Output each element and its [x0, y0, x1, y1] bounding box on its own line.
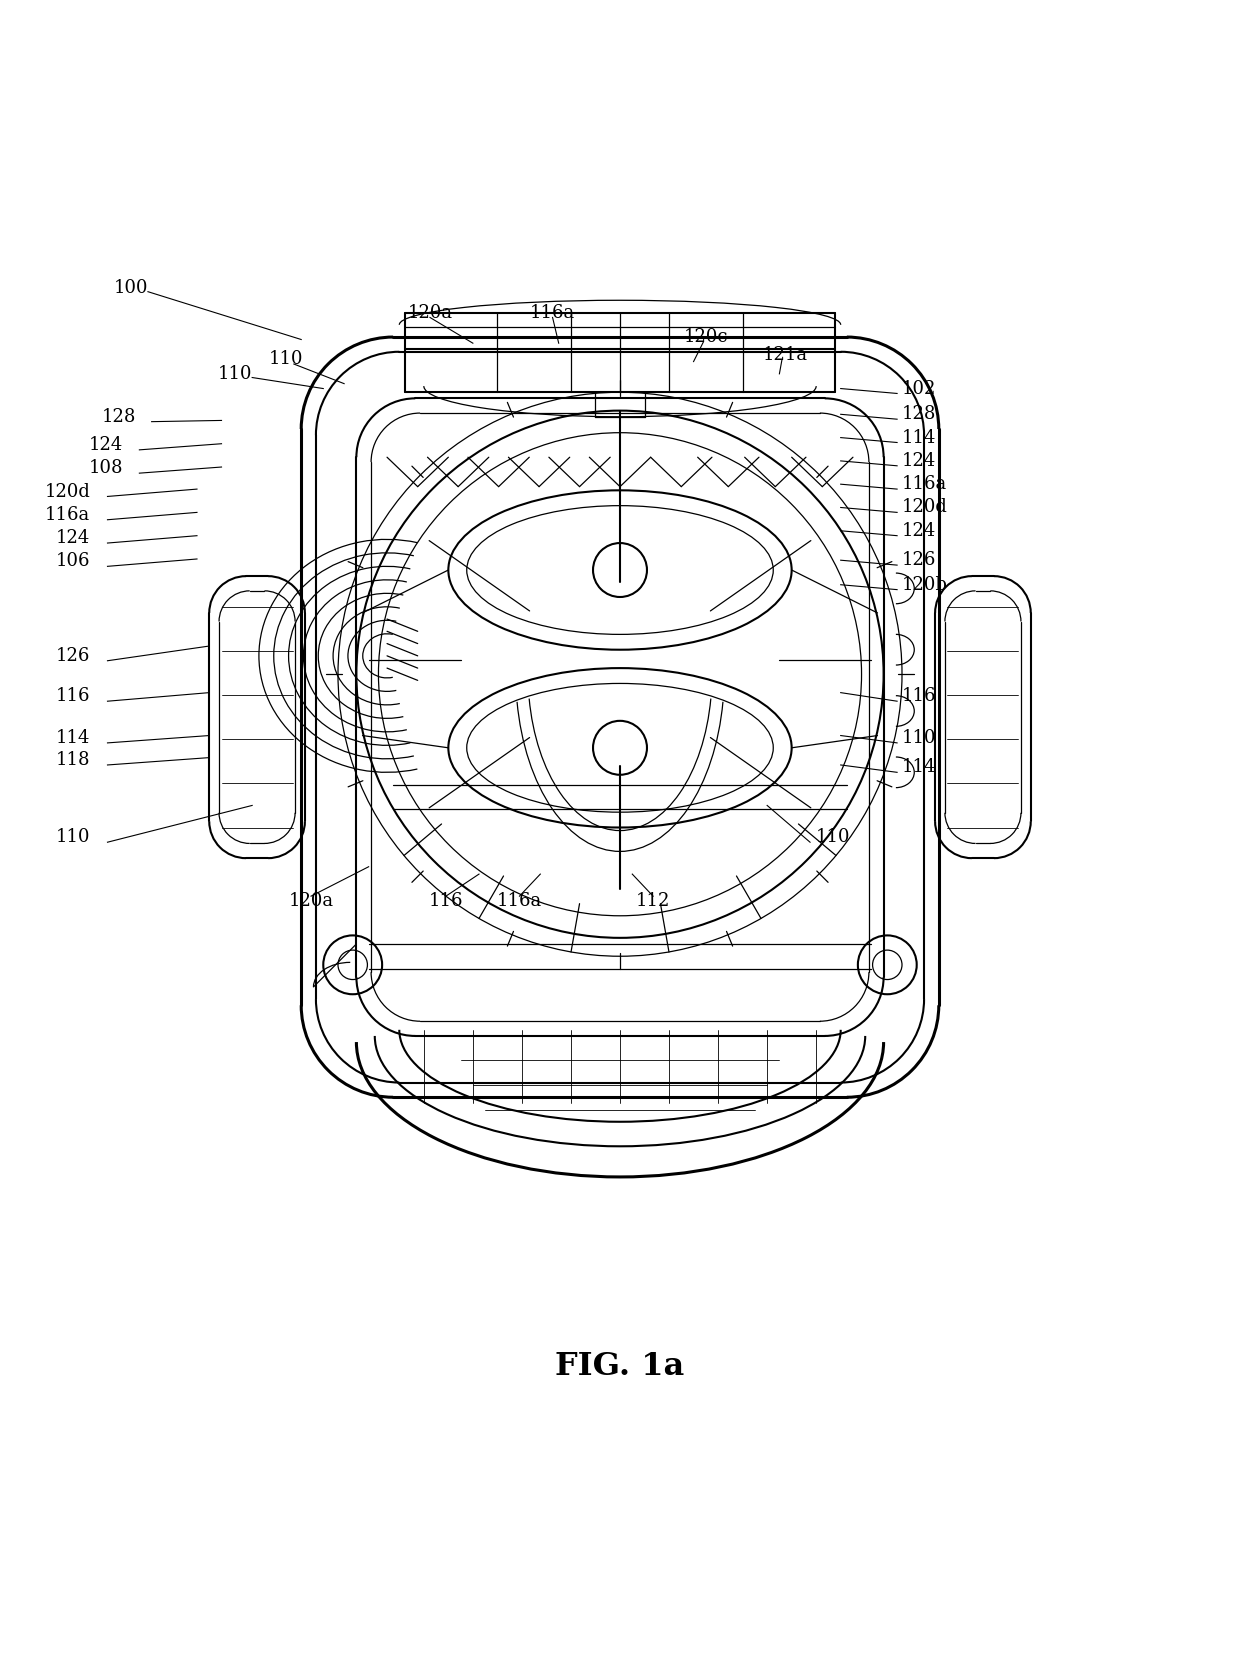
Text: 110: 110: [218, 364, 252, 382]
Text: 106: 106: [56, 553, 91, 571]
Text: 120d: 120d: [45, 483, 91, 500]
Text: 116a: 116a: [529, 303, 575, 321]
Text: 121a: 121a: [763, 346, 808, 364]
Text: 114: 114: [901, 758, 936, 776]
Text: 102: 102: [901, 379, 936, 397]
Text: 124: 124: [56, 530, 91, 548]
Text: FIG. 1a: FIG. 1a: [556, 1352, 684, 1382]
Text: 116a: 116a: [45, 506, 91, 525]
Text: 120a: 120a: [408, 303, 453, 321]
Text: 116: 116: [429, 892, 464, 910]
Text: 120d: 120d: [901, 498, 947, 516]
Text: 116a: 116a: [901, 475, 947, 493]
Text: 128: 128: [901, 405, 936, 424]
Text: 110: 110: [816, 828, 851, 846]
Text: 110: 110: [269, 351, 304, 367]
Text: 112: 112: [636, 892, 671, 910]
Text: 128: 128: [102, 407, 135, 425]
Text: 116: 116: [901, 687, 936, 705]
Text: 120b: 120b: [901, 576, 947, 594]
Text: 110: 110: [56, 828, 91, 846]
Text: 110: 110: [901, 728, 936, 746]
Text: 124: 124: [901, 521, 936, 540]
Text: 116: 116: [56, 687, 91, 705]
Text: 108: 108: [89, 458, 124, 477]
Text: 126: 126: [901, 551, 936, 569]
Text: 120c: 120c: [683, 328, 728, 346]
Text: 114: 114: [901, 429, 936, 447]
Text: 124: 124: [901, 452, 936, 470]
Text: 124: 124: [89, 435, 124, 453]
Text: 114: 114: [56, 728, 91, 746]
Text: 116a: 116a: [497, 892, 542, 910]
Text: 100: 100: [113, 280, 148, 296]
Text: 120a: 120a: [289, 892, 334, 910]
Text: 126: 126: [56, 647, 91, 665]
Text: 118: 118: [56, 751, 91, 770]
